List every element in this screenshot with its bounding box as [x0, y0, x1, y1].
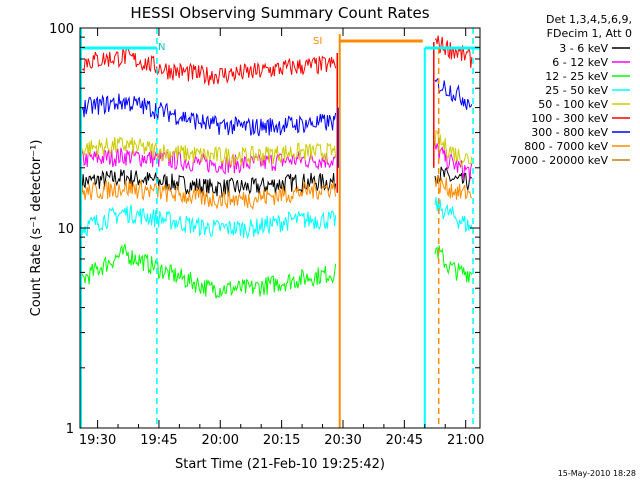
x-tick-label: 20:00: [202, 433, 239, 448]
x-tick-label: 19:45: [140, 433, 177, 448]
legend-item-label: 100 - 300 keV: [531, 112, 608, 125]
x-axis-label: Start Time (21-Feb-10 19:25:42): [175, 457, 385, 472]
legend-item-label: 50 - 100 keV: [538, 98, 608, 111]
chart-title: HESSI Observing Summary Count Rates: [130, 4, 429, 22]
saa-marker-label: SI: [313, 36, 322, 47]
series-line-pre: [81, 48, 337, 86]
legend-item-label: 300 - 800 keV: [531, 126, 608, 139]
legend-item-label: 7000 - 20000 keV: [510, 154, 608, 167]
y-axis-label: Count Rate (s⁻¹ detector⁻¹): [29, 140, 44, 317]
legend-title-line-2: FDecim 1, Att 0: [547, 27, 632, 40]
y-tick-label: 100: [49, 22, 74, 37]
legend-item-label: 800 - 7000 keV: [524, 140, 608, 153]
series-line-post: [434, 196, 473, 233]
x-tick-label: 20:15: [263, 433, 300, 448]
y-tick-label: 10: [57, 222, 74, 237]
series-line-pre: [81, 178, 337, 211]
legend: Det 1,3,4,5,6,9, FDecim 1, Att 0 3 - 6 k…: [510, 13, 632, 167]
series-line-post: [434, 245, 473, 283]
legend-title-line-1: Det 1,3,4,5,6,9,: [546, 13, 632, 26]
series-line-post: [434, 35, 473, 68]
x-tick-label: 21:00: [447, 433, 484, 448]
legend-item-label: 12 - 25 keV: [545, 70, 608, 83]
series-line-post: [434, 77, 473, 110]
x-tick-label: 19:30: [79, 433, 116, 448]
series-line-post: [434, 166, 473, 191]
series-line-pre: [81, 242, 337, 299]
series-line-pre: [81, 136, 337, 166]
series-line-pre: [81, 93, 337, 137]
series-line-pre: [81, 169, 337, 199]
x-tick-label: 20:45: [386, 433, 423, 448]
series-line-post: [434, 129, 473, 168]
series-line-pre: [81, 204, 337, 240]
legend-item-label: 3 - 6 keV: [559, 42, 608, 55]
legend-item-label: 25 - 50 keV: [545, 84, 608, 97]
legend-item-label: 6 - 12 keV: [552, 56, 608, 69]
x-tick-label: 20:30: [324, 433, 361, 448]
series-line-post: [434, 143, 473, 181]
y-tick-label: 1: [66, 422, 74, 437]
y-axis-ticks: 1 10 100: [49, 22, 480, 437]
x-axis-ticks: 19:30 19:45 20:00 20:15 20:30 20:45 21:00: [79, 28, 484, 448]
series-line-post: [434, 174, 473, 200]
plot-area: [80, 28, 480, 428]
night-marker-label: N: [158, 42, 165, 53]
date-stamp: 15-May-2010 18:28: [558, 469, 636, 478]
